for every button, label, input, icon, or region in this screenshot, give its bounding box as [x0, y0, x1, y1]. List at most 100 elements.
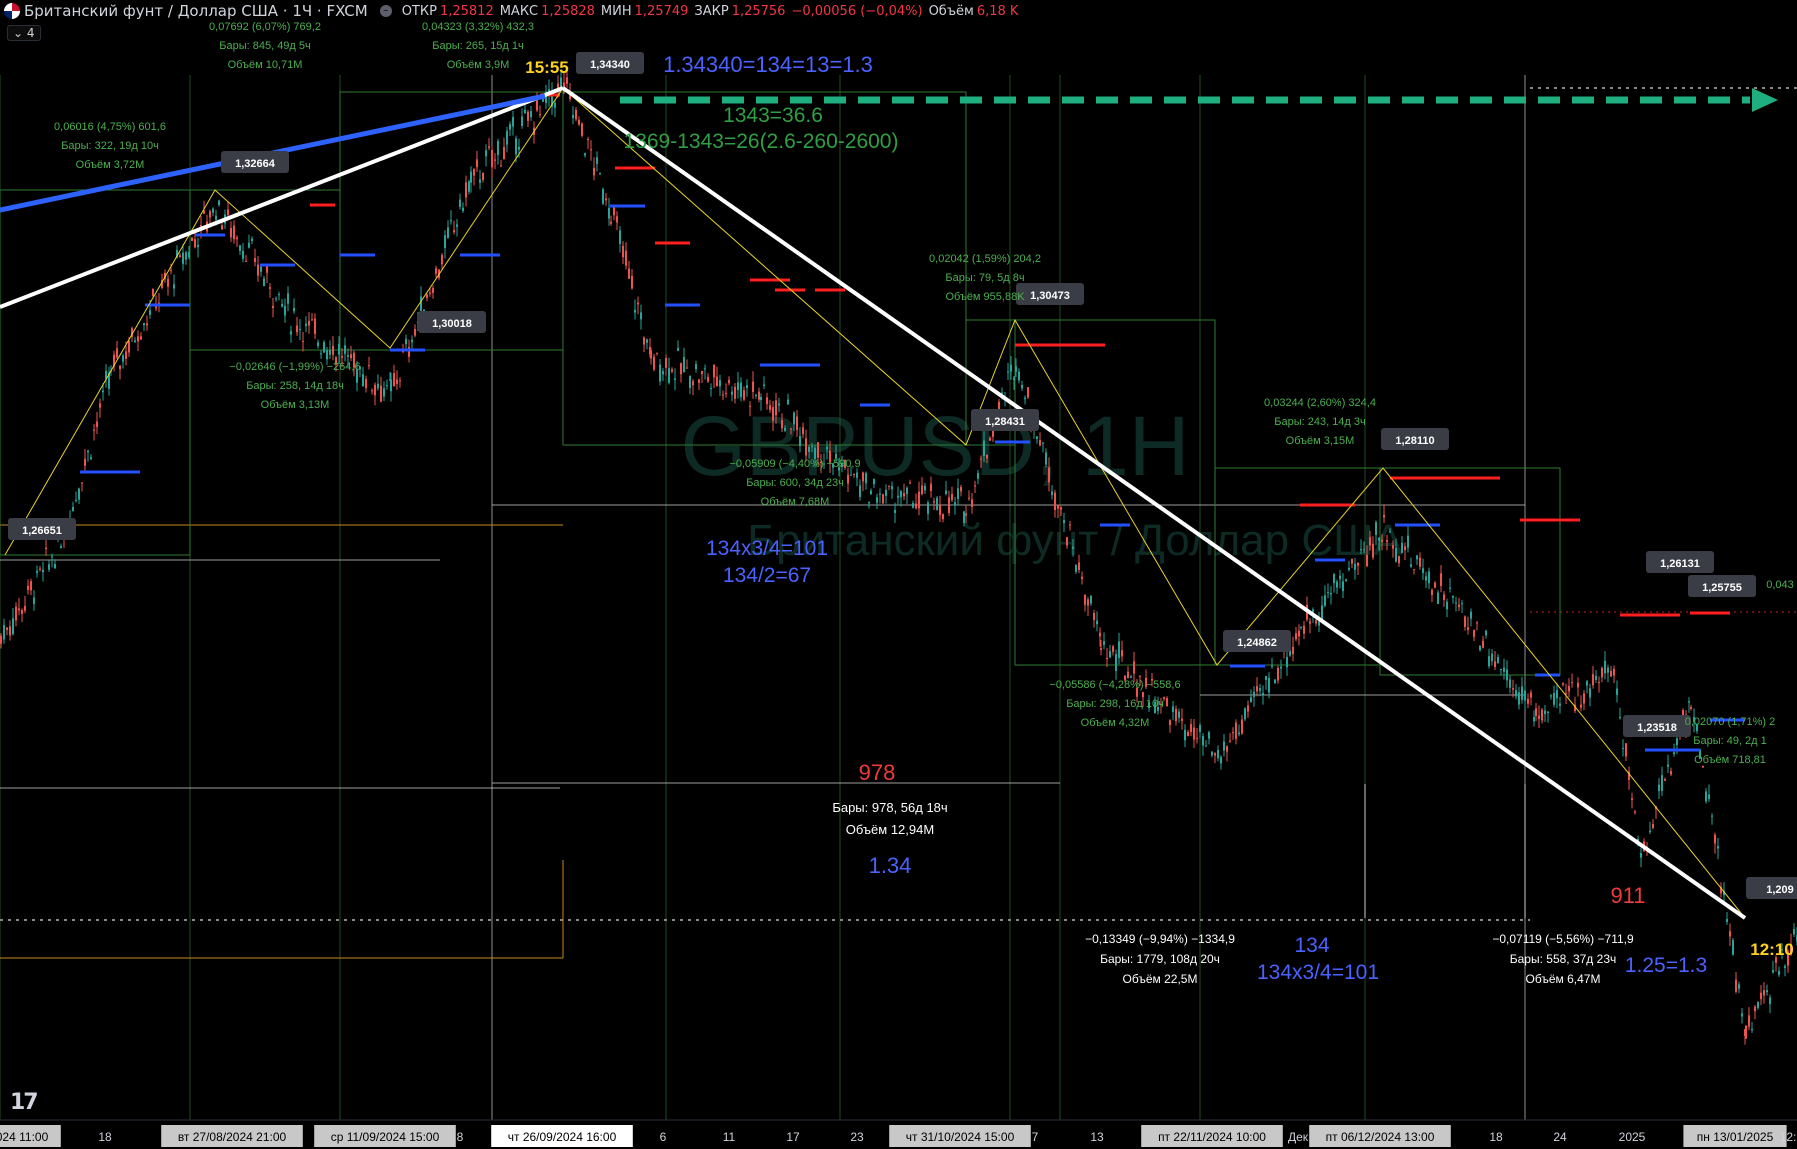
- low-value: 1,25749: [634, 3, 689, 19]
- candle-body: [1476, 622, 1478, 624]
- candle-body: [989, 437, 991, 441]
- candle-body: [1440, 573, 1442, 587]
- open-value: 1,25812: [439, 3, 494, 19]
- candle-body: [1348, 567, 1350, 570]
- candle-body: [698, 379, 700, 383]
- candle-body: [1404, 546, 1406, 550]
- candle-body: [263, 278, 265, 287]
- candle-body: [808, 446, 810, 452]
- candle-body: [1790, 944, 1792, 955]
- candle-body: [146, 323, 148, 326]
- close-value: 1,25756: [731, 3, 786, 19]
- candle-body: [30, 581, 32, 591]
- tradingview-logo-icon[interactable]: 17: [10, 1090, 39, 1115]
- candle-body: [1324, 595, 1326, 606]
- candle-body: [105, 370, 107, 379]
- candle-body: [1395, 547, 1397, 562]
- candle-body: [755, 394, 757, 396]
- candle-body: [356, 369, 358, 383]
- candle-body: [329, 350, 331, 355]
- candle-body: [713, 364, 715, 378]
- candle-body: [1607, 667, 1609, 673]
- candle-body: [242, 250, 244, 259]
- measure-text-bars: Бары: 49, 2д 1: [1693, 735, 1767, 747]
- candle-body: [879, 493, 881, 495]
- candle-body: [1178, 711, 1180, 718]
- candle-body: [1106, 658, 1108, 660]
- big-measure-bars: Бары: 978, 56д 18ч: [832, 800, 947, 815]
- candle-body: [218, 200, 220, 206]
- candle-body: [1589, 688, 1591, 698]
- candle-body: [1778, 970, 1780, 975]
- candle-body: [1024, 397, 1026, 400]
- candle-body: [197, 244, 199, 248]
- collapse-legend-icon[interactable]: –: [379, 5, 392, 17]
- candle-body: [341, 356, 343, 358]
- candle-body: [1383, 514, 1385, 518]
- pivot-price-label: 1,28431: [985, 416, 1025, 428]
- candle-body: [485, 150, 487, 157]
- candle-body: [677, 347, 679, 351]
- candle-body: [468, 181, 470, 192]
- candle-body: [1036, 436, 1038, 439]
- candle-body: [1631, 798, 1633, 800]
- candle-body: [613, 207, 615, 216]
- x-axis-label: 7: [1032, 1130, 1039, 1144]
- candle-body: [494, 159, 496, 161]
- annotation-text: 1.34340=134=13=1.3: [663, 52, 873, 77]
- candle-body: [1494, 661, 1496, 668]
- zigzag-line: [4, 87, 1746, 919]
- candle-body: [390, 379, 392, 392]
- candle-body: [1398, 556, 1400, 564]
- x-axis-label: пт 22/11/2024 10:00: [1158, 1130, 1266, 1144]
- candle-body: [1309, 621, 1311, 624]
- candle-body: [1598, 682, 1600, 684]
- candle-body: [182, 252, 184, 264]
- candle-body: [302, 340, 304, 342]
- candle-body: [119, 365, 121, 370]
- candle-body: [1015, 366, 1017, 372]
- candle-body: [695, 364, 697, 370]
- candle-body: [269, 287, 271, 289]
- candle-body: [1118, 641, 1120, 658]
- candle-body: [81, 482, 83, 484]
- candle-body: [447, 227, 449, 239]
- candle-body: [1256, 686, 1258, 692]
- candle-body: [1509, 679, 1511, 688]
- measure-text-volume: Объём 955,88K: [945, 291, 1025, 303]
- candle-body: [1232, 732, 1234, 734]
- symbol-title[interactable]: Британский фунт / Доллар США · 1Ч · FXCM: [24, 2, 368, 20]
- candle-body: [701, 371, 703, 375]
- candle-body: [1139, 675, 1141, 677]
- candle-body: [36, 570, 38, 573]
- big-measure-change: −0,07119 (−5,56%) −711,9: [1492, 932, 1634, 946]
- candle-body: [1568, 685, 1570, 692]
- candle-body: [1419, 557, 1421, 567]
- candle-body: [215, 215, 217, 220]
- candle-body: [719, 380, 721, 387]
- candle-body: [909, 482, 911, 484]
- candle-body: [311, 319, 313, 321]
- candle-body: [1277, 667, 1279, 681]
- measure-text-volume: Объём 3,15M: [1286, 435, 1355, 447]
- big-measure-change: −0,13349 (−9,94%) −1334,9: [1085, 932, 1235, 946]
- candle-body: [99, 403, 101, 408]
- candle-body: [518, 146, 520, 150]
- candle-body: [1318, 621, 1320, 626]
- candle-body: [930, 483, 932, 491]
- candle-body: [45, 547, 47, 550]
- candle-body: [1166, 698, 1168, 707]
- candle-body: [1431, 589, 1433, 596]
- candle-body: [1434, 582, 1436, 588]
- candle-body: [680, 363, 682, 375]
- x-axis-crosshair-label-bg: [161, 1125, 303, 1147]
- candle-body: [1696, 723, 1698, 732]
- candle-body: [704, 368, 706, 370]
- candle-body: [1235, 722, 1237, 739]
- big-measure-head: 911: [1610, 883, 1645, 908]
- indicators-toggle[interactable]: ⌄ 4: [7, 25, 41, 41]
- candle-body: [170, 270, 172, 272]
- candle-body: [260, 266, 262, 272]
- candle-body: [631, 276, 633, 289]
